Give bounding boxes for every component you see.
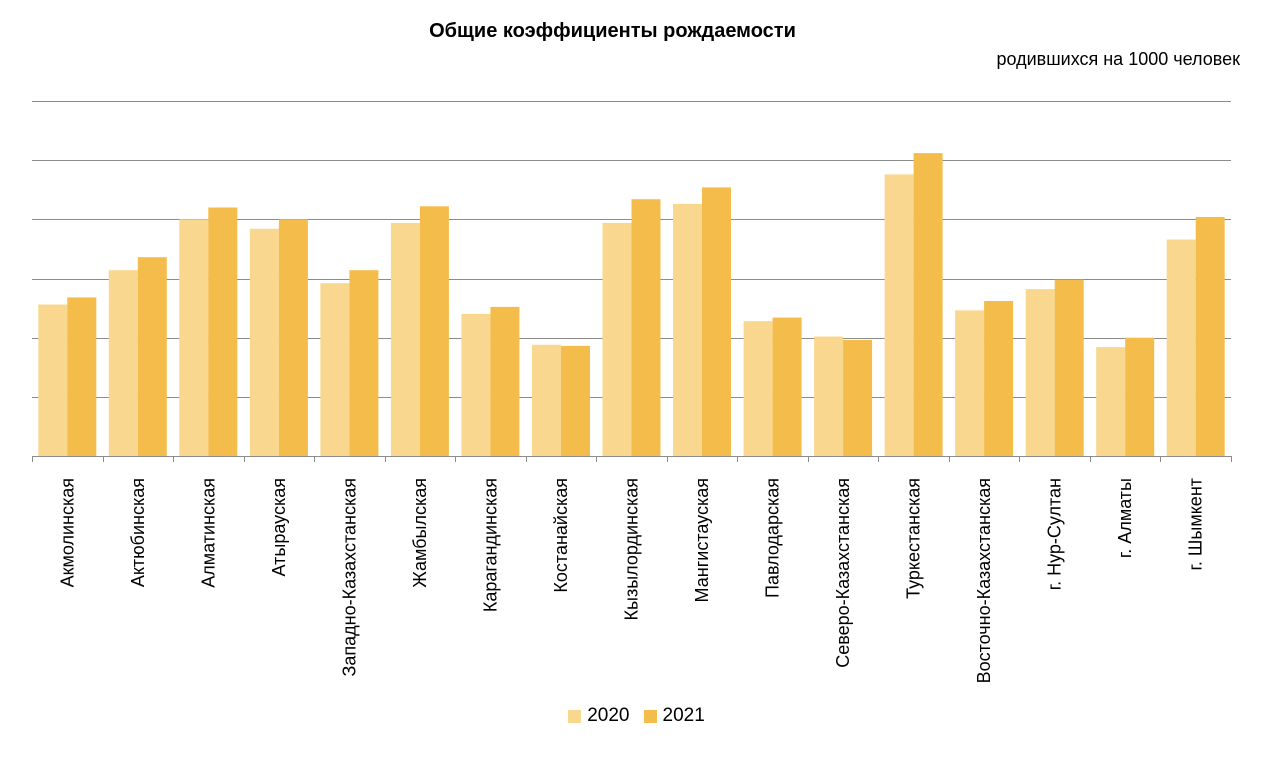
bar-2020-15 [1096, 347, 1126, 456]
category-labels: Акмолинская Актюбинская Алматинская Атыраус… [57, 478, 1205, 683]
bar-chart: Акмолинская Актюбинская Алматинская Атыраус… [32, 101, 1232, 683]
category-label-7: Костанайская [551, 478, 571, 593]
legend-item-2021: 2021 [643, 705, 705, 727]
bar-2020-6 [461, 314, 491, 456]
bar-2021-8 [631, 199, 661, 456]
bar-2021-2 [208, 207, 238, 456]
bar-2021-12 [913, 153, 943, 456]
bar-2020-14 [1025, 289, 1055, 456]
bar-2020-8 [602, 222, 632, 456]
bar-2021-4 [349, 270, 379, 456]
bar-2020-1 [108, 270, 138, 456]
category-label-8: Кызылординская [622, 478, 642, 620]
bar-2020-10 [743, 321, 773, 456]
category-label-1: Актюбинская [128, 478, 148, 587]
bar-2020-2 [179, 219, 209, 456]
category-label-12: Туркестанская [904, 478, 924, 599]
bar-2020-13 [955, 310, 985, 456]
category-label-13: Восточно-Казахстанская [974, 478, 994, 683]
category-label-11: Северо-Казахстанская [833, 478, 853, 668]
legend-label-2021: 2021 [662, 705, 705, 726]
bar-2020-0 [38, 304, 68, 456]
bar-2020-9 [673, 203, 702, 456]
bar-2021-14 [1054, 279, 1084, 456]
bar-2020-3 [249, 228, 279, 456]
bar-2020-7 [532, 344, 561, 456]
bar-2021-0 [67, 297, 97, 456]
chart-subtitle: родившихся на 1000 человек [996, 49, 1240, 69]
bar-2020-5 [390, 222, 420, 456]
chart-title: Общие коэффициенты рождаемости [429, 20, 796, 42]
category-label-16: г. Шымкент [1186, 478, 1206, 570]
legend: 2020 2021 [0, 705, 1273, 727]
bar-2021-9 [702, 187, 731, 456]
category-label-6: Карагандинская [480, 478, 500, 612]
bar-2021-3 [278, 219, 308, 456]
legend-swatch-2020 [568, 709, 582, 723]
bar-2021-6 [490, 306, 520, 456]
bar-2021-16 [1195, 217, 1225, 456]
bars [38, 153, 1225, 456]
bar-2020-12 [884, 174, 914, 456]
legend-label-2020: 2020 [587, 705, 630, 726]
bar-2021-15 [1125, 337, 1155, 456]
category-label-10: Павлодарская [763, 478, 783, 598]
x-axis [32, 456, 1232, 462]
category-label-14: г. Нур-Султан [1045, 478, 1065, 590]
bar-2020-11 [814, 336, 844, 456]
category-label-15: г. Алматы [1115, 478, 1135, 558]
category-label-4: Западно-Казахстанская [339, 478, 359, 676]
category-label-2: Алматинская [198, 478, 218, 588]
bar-2021-5 [419, 206, 449, 456]
bar-2021-13 [984, 301, 1014, 456]
bar-2020-16 [1166, 239, 1196, 456]
bar-2021-10 [772, 317, 802, 456]
legend-item-2020: 2020 [568, 705, 630, 727]
category-label-3: Атырауская [269, 478, 289, 576]
bar-2021-1 [137, 257, 167, 456]
bar-2021-7 [561, 345, 590, 456]
category-label-9: Мангистауская [692, 478, 712, 602]
category-label-0: Акмолинская [57, 478, 77, 587]
category-label-5: Жамбылская [410, 478, 430, 588]
legend-swatch-2021 [643, 709, 657, 723]
bar-2021-11 [843, 340, 873, 456]
bar-2020-4 [320, 283, 350, 456]
